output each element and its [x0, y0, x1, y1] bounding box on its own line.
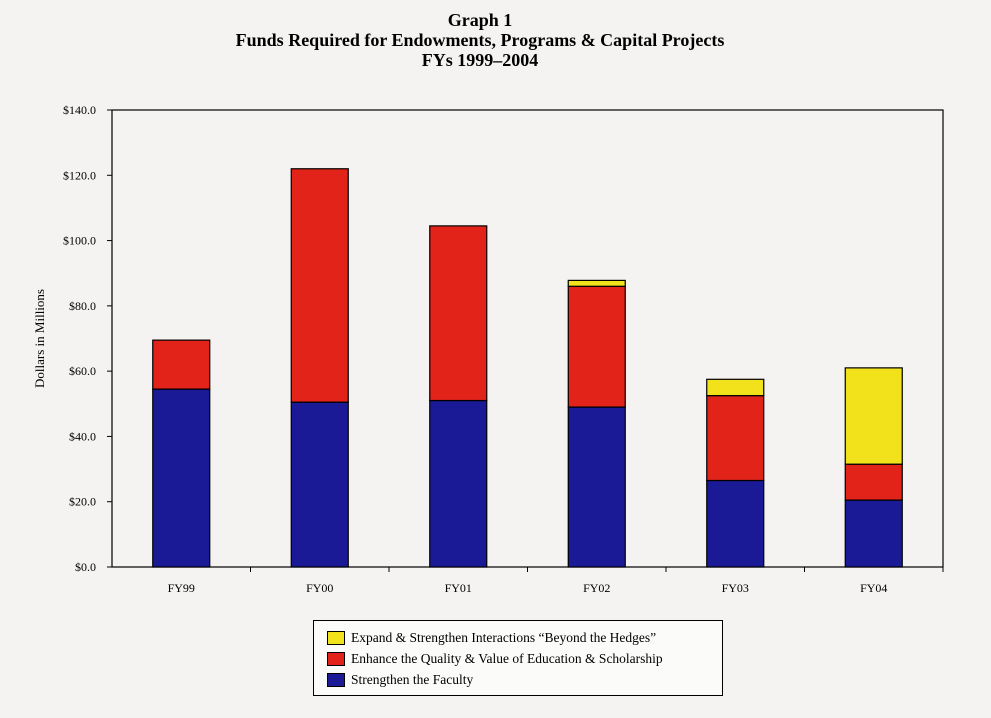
- y-tick-label: $0.0: [75, 560, 96, 574]
- bar-fy01-series-0: [429, 399, 488, 568]
- legend-label-education: Enhance the Quality & Value of Education…: [351, 650, 663, 666]
- bar-fy03-series-0: [706, 479, 765, 568]
- legend-item-education: Enhance the Quality & Value of Education…: [327, 648, 722, 669]
- legend-item-faculty: Strengthen the Faculty: [327, 669, 722, 690]
- legend-label-interactions: Expand & Strengthen Interactions “Beyond…: [351, 629, 657, 645]
- y-tick-label: $20.0: [69, 495, 96, 509]
- chart-title: Graph 1: [447, 10, 513, 30]
- legend-swatch-yellow: [327, 630, 345, 645]
- chart-subtitle: Funds Required for Endowments, Programs …: [235, 30, 725, 50]
- legend-label-faculty: Strengthen the Faculty: [351, 671, 474, 687]
- bar-fy04-series-2: [844, 367, 903, 465]
- bar-fy01-series-1: [429, 225, 488, 402]
- bar-fy03-series-1: [706, 395, 765, 482]
- chart-legend: Expand & Strengthen Interactions “Beyond…: [313, 620, 723, 696]
- chart-titles: Graph 1 Funds Required for Endowments, P…: [0, 10, 960, 70]
- bar-fy04-series-0: [844, 499, 903, 568]
- y-tick-label: $40.0: [69, 429, 96, 443]
- x-tick-label: FY01: [445, 581, 472, 595]
- bar-fy99-series-1: [152, 339, 211, 390]
- legend-swatch-blue: [327, 672, 345, 687]
- bar-fy02-series-2: [567, 279, 626, 287]
- y-axis-label: Dollars in Millions: [32, 289, 47, 388]
- legend-swatch-red: [327, 651, 345, 666]
- y-tick-label: $60.0: [69, 364, 96, 378]
- x-tick-label: FY03: [722, 581, 749, 595]
- bar-fy00-series-1: [290, 168, 349, 403]
- y-tick-label: $80.0: [69, 299, 96, 313]
- x-tick-label: FY04: [860, 581, 887, 595]
- legend-item-interactions: Expand & Strengthen Interactions “Beyond…: [327, 627, 722, 648]
- y-tick-label: $120.0: [63, 168, 96, 182]
- plot-frame: [111, 109, 944, 568]
- x-tick-label: FY00: [306, 581, 333, 595]
- y-tick-label: $140.0: [63, 103, 96, 117]
- bar-fy03-series-2: [706, 378, 765, 397]
- bar-fy04-series-1: [844, 463, 903, 501]
- chart-subtitle-years: FYs 1999–2004: [421, 50, 539, 70]
- bar-fy02-series-0: [567, 406, 626, 568]
- x-tick-label: FY02: [583, 581, 610, 595]
- x-tick-label: FY99: [168, 581, 195, 595]
- y-tick-label: $100.0: [63, 234, 96, 248]
- bar-fy02-series-1: [567, 285, 626, 408]
- bar-fy99-series-0: [152, 388, 211, 568]
- bar-fy00-series-0: [290, 401, 349, 568]
